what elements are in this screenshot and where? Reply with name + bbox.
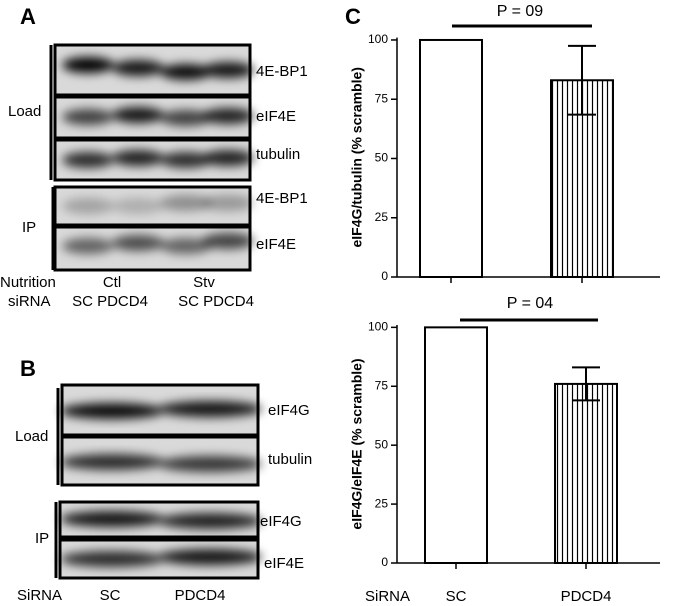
y-tick-label: 75 <box>375 378 389 392</box>
x-tick-label: PDCD4 <box>561 588 612 605</box>
blot-label: eIF4E <box>256 236 296 253</box>
annotation: P = 04 <box>507 295 554 312</box>
blot-label: tubulin <box>256 146 300 163</box>
panel-label: C <box>345 4 361 29</box>
band <box>202 62 254 78</box>
band <box>60 403 164 419</box>
band <box>160 64 212 80</box>
group-label: IP <box>35 530 49 547</box>
band <box>62 109 114 125</box>
blot-label: eIF4G <box>268 402 310 419</box>
bar <box>424 326 488 565</box>
band <box>202 195 254 211</box>
x-axis-label: SiRNA <box>365 588 410 605</box>
row-label: Nutrition <box>0 274 56 291</box>
lane-label: SC <box>100 587 121 604</box>
blot-frame <box>53 95 252 140</box>
bar <box>419 38 483 279</box>
blot-label: eIF4E <box>256 108 296 125</box>
group-label: Load <box>15 428 48 445</box>
band <box>62 152 114 168</box>
blot-label: eIF4G <box>260 513 302 530</box>
band <box>112 60 164 76</box>
y-tick-label: 100 <box>368 320 388 334</box>
band <box>60 511 164 527</box>
bands <box>62 57 254 80</box>
band <box>112 150 164 166</box>
bar <box>554 382 618 564</box>
lane-label: PDCD4 <box>175 587 226 604</box>
band <box>62 238 114 254</box>
bands <box>62 107 254 126</box>
band <box>112 107 164 123</box>
y-tick-label: 25 <box>375 496 389 510</box>
y-tick-label: 0 <box>381 555 388 569</box>
y-tick-label: 75 <box>375 91 389 105</box>
group-label: Load <box>8 103 41 120</box>
bands <box>60 401 262 419</box>
band <box>112 198 164 214</box>
band <box>158 456 262 472</box>
blot-frame <box>53 43 252 97</box>
blot-frame <box>58 538 260 580</box>
blots <box>53 43 262 580</box>
y-tick-label: 100 <box>368 32 388 46</box>
bands <box>62 150 254 168</box>
row-label: SiRNA <box>17 587 62 604</box>
bands <box>62 233 254 254</box>
condition-label: Ctl <box>103 274 121 291</box>
y-tick-label: 0 <box>381 269 388 283</box>
annotation: P = 09 <box>497 3 544 20</box>
condition-label: Stv <box>193 274 215 291</box>
band <box>202 108 254 124</box>
blot-frame <box>53 185 252 227</box>
bands <box>62 195 254 214</box>
bands <box>60 511 262 529</box>
blot-label: 4E-BP1 <box>256 190 308 207</box>
y-tick-label: 50 <box>375 437 389 451</box>
blot-label: eIF4E <box>264 555 304 572</box>
bands <box>60 549 262 567</box>
blot-frame <box>60 435 260 487</box>
band <box>62 57 114 73</box>
lane-label: SC PDCD4 <box>178 293 254 310</box>
y-axis-label: eIF4G/eIF4E (% scramble) <box>349 358 365 529</box>
band <box>112 235 164 251</box>
band <box>160 110 212 126</box>
blot-label: 4E-BP1 <box>256 63 308 80</box>
band <box>160 152 212 168</box>
panel-label: A <box>20 4 36 29</box>
band <box>60 551 164 567</box>
row-label: siRNA <box>8 293 51 310</box>
blot-frame <box>60 383 260 437</box>
x-tick-label: SC <box>446 588 467 605</box>
blot-label: tubulin <box>268 451 312 468</box>
band <box>160 195 212 211</box>
y-axis-label: eIF4G/tubulin (% scramble) <box>349 67 365 247</box>
group-label: IP <box>22 219 36 236</box>
band <box>160 238 212 254</box>
band <box>202 233 254 249</box>
blot-frame <box>53 138 252 182</box>
band <box>158 401 262 417</box>
band <box>202 150 254 166</box>
panel-label: B <box>20 356 36 381</box>
band <box>62 198 114 214</box>
y-tick-label: 25 <box>375 210 389 224</box>
band <box>158 513 262 529</box>
band <box>158 549 262 565</box>
y-tick-label: 50 <box>375 151 389 165</box>
lane-label: SC PDCD4 <box>72 293 148 310</box>
blot-frame <box>58 500 260 539</box>
band <box>60 454 164 470</box>
blot-frame <box>53 225 252 272</box>
bands <box>60 454 262 472</box>
